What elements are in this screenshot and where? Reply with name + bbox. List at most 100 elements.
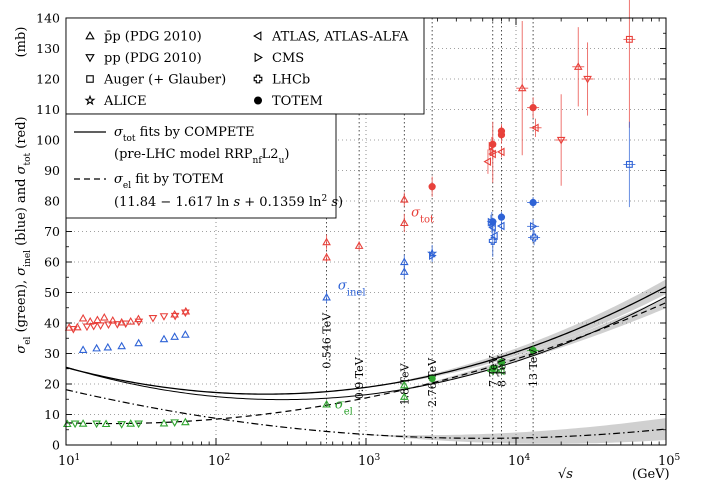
energy-label: 1.8 TeV [398,362,411,405]
el-point [117,421,127,429]
tot-point [104,321,113,330]
y-tick-label: 110 [36,102,60,117]
energy-label: 2.76 TeV [426,357,439,407]
el-point [170,419,179,427]
el-point [134,420,143,429]
inel-point [181,330,190,338]
tot-point [99,313,109,321]
el-point [497,358,506,366]
y-tick-label: 60 [44,255,60,270]
inel-point [488,237,497,245]
tot-point [126,316,136,325]
inel-point [529,221,538,231]
el-point [70,420,80,429]
legend-marker-square [86,75,94,83]
el-fit-curve [65,302,667,425]
legend-label: TOTEM [272,94,323,109]
el-point [92,420,101,429]
energy-label: 8 TeV [495,355,508,387]
legend-solid-label: σtot fits by COMPETE [114,125,254,144]
tot-fit-curve [65,286,667,395]
tot-point [583,75,592,84]
y-tick-label: 40 [44,316,60,331]
inel-fit-curve [65,389,667,439]
inel-point [103,342,113,351]
energy-label: 13 TeV [527,348,540,387]
tot-point [497,127,506,135]
y-tick-label: 10 [44,407,60,422]
el-point [428,374,436,383]
tot-point [322,252,331,261]
inel-point [170,332,179,340]
inel-point [486,217,497,228]
y-tick-label: 90 [44,163,60,178]
inel-curve-label: σinel [338,278,366,298]
energy-label: 0.546 TeV [321,312,334,369]
el-point [159,418,169,427]
legend-marker-cross [253,74,263,84]
tot-point [82,323,92,332]
legend-marker-star [84,94,96,106]
tot-point [93,315,102,324]
x-axis-unit: (GeV) [632,467,670,482]
tot-point [354,241,364,249]
tot-point [170,309,179,318]
legend-box-top [65,17,425,115]
tot-point [483,157,492,167]
tot-point [488,141,497,151]
tot-point [72,322,82,331]
tot-point [399,194,409,203]
x-tick-label: 104 [508,453,531,469]
legend-label: LHCb [272,73,310,88]
fit-curves [65,286,667,439]
legend-dashed-label: σel fit by TOTEM [114,172,224,191]
el-point [496,366,505,376]
el-curve-label: σel [335,397,353,417]
legend-marker-triangle-left [253,31,262,41]
x-axis-label: √s [558,467,573,482]
energy-label: 0.9 TeV [353,356,366,399]
inel-point [496,221,505,231]
legend: p̄p (PDG 2010) ATLAS, ATLAS-ALFA pp (PDG 2… [65,17,425,219]
x-tick-label: 103 [358,453,381,469]
inel-point [159,334,169,343]
legend-label: p̄p (PDG 2010) [104,30,202,45]
tot-point [134,314,143,323]
inel-point [399,267,409,275]
tot-point [399,218,409,227]
y-tick-label: 20 [44,377,60,392]
tot-fit-curve-alt [65,296,667,401]
y-tick-label: 120 [36,72,60,87]
y-tick-label: 130 [36,41,60,56]
tot-point [170,312,180,321]
x-tick-label: 102 [208,453,230,469]
legend-marker-triangle-down [85,54,95,63]
y-axis-label: σel (green), σinel (blue) and σtot (red) [14,116,33,353]
legend-label: ATLAS, ATLAS-ALFA [271,30,409,45]
inel-point [497,213,506,221]
tot-point [181,306,191,315]
inel-point [625,160,633,168]
tot-point [496,147,505,157]
el-point [78,419,88,427]
tot-point [181,309,190,318]
el-point [399,392,409,400]
tot-point [78,313,88,322]
el-point [126,419,136,427]
tot-point [322,237,331,246]
el-point [399,380,409,389]
tot-point [428,183,436,191]
energy-label: 7 TeV [487,355,500,387]
tot-point [96,322,105,330]
inel-point [92,343,101,352]
inel-point [429,251,437,260]
legend-marker-circle [253,96,263,105]
inel-point [134,338,143,347]
tot-point [148,315,158,323]
legend-label: Auger (+ Glauber) [103,73,226,88]
tot-point [89,322,99,331]
legend-marker-triangle-right [254,52,263,63]
x-tick-label: 105 [658,453,681,469]
